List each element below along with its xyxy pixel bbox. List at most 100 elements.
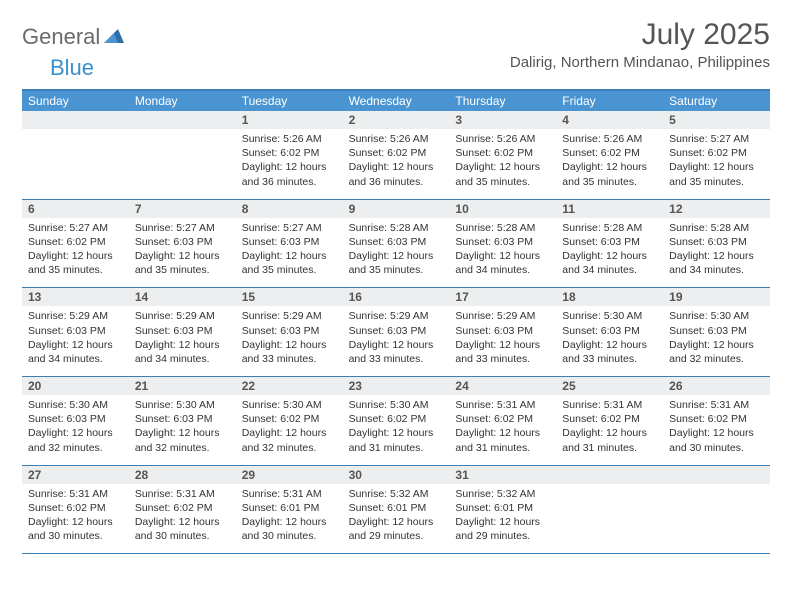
week-body: Sunrise: 5:30 AMSunset: 6:03 PMDaylight:… xyxy=(22,395,770,465)
day-cell: Sunrise: 5:26 AMSunset: 6:02 PMDaylight:… xyxy=(556,129,663,199)
week: 13141516171819Sunrise: 5:29 AMSunset: 6:… xyxy=(22,288,770,377)
logo-triangle-icon xyxy=(104,27,124,48)
sunrise-line: Sunrise: 5:29 AM xyxy=(28,309,123,323)
daylight-line: Daylight: 12 hours and 31 minutes. xyxy=(562,426,657,454)
sunset-line: Sunset: 6:03 PM xyxy=(28,324,123,338)
sunrise-line: Sunrise: 5:26 AM xyxy=(455,132,550,146)
sunset-line: Sunset: 6:02 PM xyxy=(455,146,550,160)
week: 2728293031Sunrise: 5:31 AMSunset: 6:02 P… xyxy=(22,466,770,555)
day-cell: Sunrise: 5:26 AMSunset: 6:02 PMDaylight:… xyxy=(343,129,450,199)
month-title: July 2025 xyxy=(510,18,770,52)
day-number: 18 xyxy=(556,288,663,306)
day-cell xyxy=(129,129,236,199)
daylight-line: Daylight: 12 hours and 32 minutes. xyxy=(242,426,337,454)
logo: General xyxy=(22,18,128,50)
sunrise-line: Sunrise: 5:27 AM xyxy=(135,221,230,235)
daylight-line: Daylight: 12 hours and 34 minutes. xyxy=(28,338,123,366)
day-number: 1 xyxy=(236,111,343,129)
daylight-line: Daylight: 12 hours and 32 minutes. xyxy=(28,426,123,454)
calendar: Sunday Monday Tuesday Wednesday Thursday… xyxy=(22,89,770,554)
daylight-line: Daylight: 12 hours and 33 minutes. xyxy=(455,338,550,366)
day-cell xyxy=(22,129,129,199)
sunrise-line: Sunrise: 5:31 AM xyxy=(455,398,550,412)
day-number: 15 xyxy=(236,288,343,306)
day-cell: Sunrise: 5:30 AMSunset: 6:03 PMDaylight:… xyxy=(556,306,663,376)
daylight-line: Daylight: 12 hours and 36 minutes. xyxy=(349,160,444,188)
daylight-line: Daylight: 12 hours and 35 minutes. xyxy=(455,160,550,188)
day-cell: Sunrise: 5:29 AMSunset: 6:03 PMDaylight:… xyxy=(343,306,450,376)
day-number: 8 xyxy=(236,200,343,218)
sunset-line: Sunset: 6:03 PM xyxy=(242,235,337,249)
daynum-row: 20212223242526 xyxy=(22,377,770,395)
day-number: 27 xyxy=(22,466,129,484)
week: 20212223242526Sunrise: 5:30 AMSunset: 6:… xyxy=(22,377,770,466)
sunrise-line: Sunrise: 5:31 AM xyxy=(242,487,337,501)
sunrise-line: Sunrise: 5:31 AM xyxy=(562,398,657,412)
day-header: Wednesday xyxy=(343,91,450,111)
sunrise-line: Sunrise: 5:28 AM xyxy=(669,221,764,235)
sunrise-line: Sunrise: 5:31 AM xyxy=(669,398,764,412)
day-cell: Sunrise: 5:29 AMSunset: 6:03 PMDaylight:… xyxy=(22,306,129,376)
daylight-line: Daylight: 12 hours and 30 minutes. xyxy=(135,515,230,543)
sunrise-line: Sunrise: 5:31 AM xyxy=(28,487,123,501)
day-number: 10 xyxy=(449,200,556,218)
day-cell: Sunrise: 5:31 AMSunset: 6:01 PMDaylight:… xyxy=(236,484,343,554)
day-cell: Sunrise: 5:31 AMSunset: 6:02 PMDaylight:… xyxy=(663,395,770,465)
daylight-line: Daylight: 12 hours and 35 minutes. xyxy=(349,249,444,277)
day-cell: Sunrise: 5:30 AMSunset: 6:02 PMDaylight:… xyxy=(343,395,450,465)
sunrise-line: Sunrise: 5:30 AM xyxy=(242,398,337,412)
day-number xyxy=(129,111,236,129)
sunrise-line: Sunrise: 5:31 AM xyxy=(135,487,230,501)
sunset-line: Sunset: 6:02 PM xyxy=(242,412,337,426)
daylight-line: Daylight: 12 hours and 31 minutes. xyxy=(455,426,550,454)
sunset-line: Sunset: 6:01 PM xyxy=(455,501,550,515)
daynum-row: 12345 xyxy=(22,111,770,129)
sunset-line: Sunset: 6:02 PM xyxy=(28,501,123,515)
day-cell: Sunrise: 5:30 AMSunset: 6:03 PMDaylight:… xyxy=(22,395,129,465)
sunset-line: Sunset: 6:03 PM xyxy=(349,324,444,338)
day-cell xyxy=(663,484,770,554)
day-number: 9 xyxy=(343,200,450,218)
day-header: Thursday xyxy=(449,91,556,111)
daylight-line: Daylight: 12 hours and 34 minutes. xyxy=(135,338,230,366)
daylight-line: Daylight: 12 hours and 34 minutes. xyxy=(669,249,764,277)
sunset-line: Sunset: 6:03 PM xyxy=(135,324,230,338)
day-cell: Sunrise: 5:28 AMSunset: 6:03 PMDaylight:… xyxy=(663,218,770,288)
daylight-line: Daylight: 12 hours and 34 minutes. xyxy=(562,249,657,277)
day-number: 24 xyxy=(449,377,556,395)
daylight-line: Daylight: 12 hours and 33 minutes. xyxy=(562,338,657,366)
daylight-line: Daylight: 12 hours and 35 minutes. xyxy=(242,249,337,277)
sunrise-line: Sunrise: 5:30 AM xyxy=(135,398,230,412)
sunrise-line: Sunrise: 5:32 AM xyxy=(455,487,550,501)
daylight-line: Daylight: 12 hours and 35 minutes. xyxy=(28,249,123,277)
sunrise-line: Sunrise: 5:28 AM xyxy=(349,221,444,235)
day-cell xyxy=(556,484,663,554)
day-number: 25 xyxy=(556,377,663,395)
sunset-line: Sunset: 6:03 PM xyxy=(669,235,764,249)
sunset-line: Sunset: 6:03 PM xyxy=(349,235,444,249)
sunset-line: Sunset: 6:02 PM xyxy=(135,501,230,515)
sunrise-line: Sunrise: 5:27 AM xyxy=(28,221,123,235)
day-number: 7 xyxy=(129,200,236,218)
day-cell: Sunrise: 5:28 AMSunset: 6:03 PMDaylight:… xyxy=(556,218,663,288)
daylight-line: Daylight: 12 hours and 29 minutes. xyxy=(349,515,444,543)
sunrise-line: Sunrise: 5:30 AM xyxy=(669,309,764,323)
day-cell: Sunrise: 5:28 AMSunset: 6:03 PMDaylight:… xyxy=(449,218,556,288)
daynum-row: 13141516171819 xyxy=(22,288,770,306)
daylight-line: Daylight: 12 hours and 33 minutes. xyxy=(349,338,444,366)
day-header: Tuesday xyxy=(236,91,343,111)
week: 12345Sunrise: 5:26 AMSunset: 6:02 PMDayl… xyxy=(22,111,770,200)
sunset-line: Sunset: 6:01 PM xyxy=(349,501,444,515)
sunrise-line: Sunrise: 5:26 AM xyxy=(562,132,657,146)
sunrise-line: Sunrise: 5:26 AM xyxy=(349,132,444,146)
day-number: 20 xyxy=(22,377,129,395)
daynum-row: 2728293031 xyxy=(22,466,770,484)
daylight-line: Daylight: 12 hours and 30 minutes. xyxy=(242,515,337,543)
sunrise-line: Sunrise: 5:32 AM xyxy=(349,487,444,501)
daylight-line: Daylight: 12 hours and 34 minutes. xyxy=(455,249,550,277)
daylight-line: Daylight: 12 hours and 30 minutes. xyxy=(28,515,123,543)
sunrise-line: Sunrise: 5:28 AM xyxy=(562,221,657,235)
sunset-line: Sunset: 6:02 PM xyxy=(28,235,123,249)
daylight-line: Daylight: 12 hours and 29 minutes. xyxy=(455,515,550,543)
day-cell: Sunrise: 5:27 AMSunset: 6:02 PMDaylight:… xyxy=(663,129,770,199)
